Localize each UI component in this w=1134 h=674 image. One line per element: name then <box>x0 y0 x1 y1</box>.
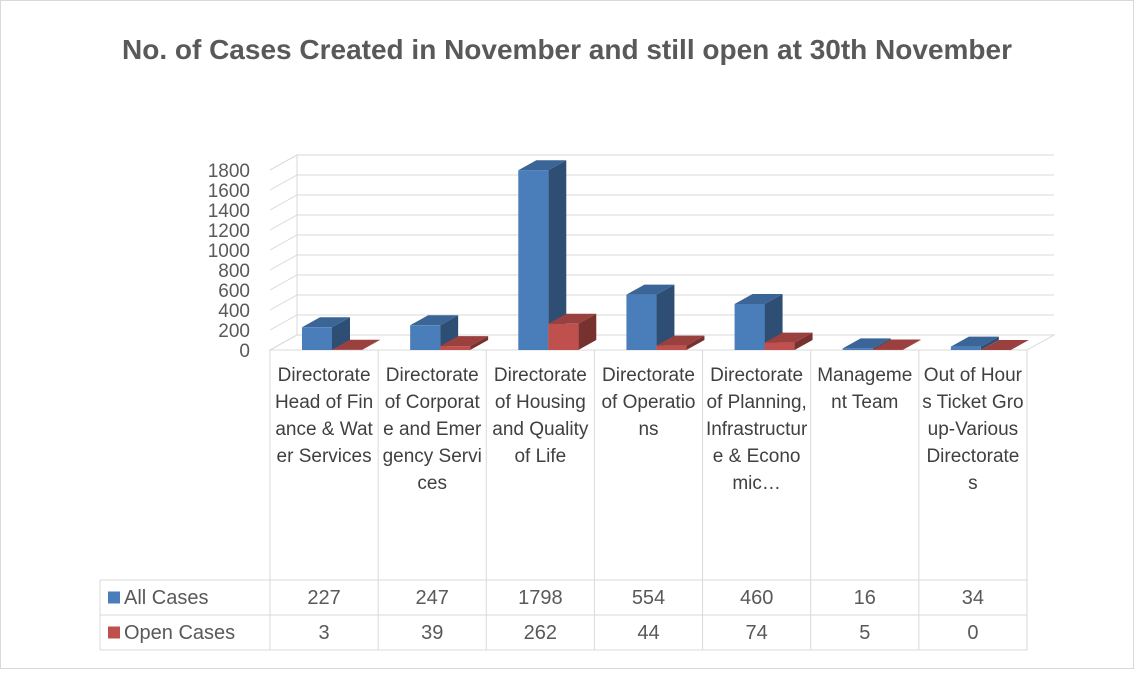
x-tick-label: Directorate of Planning, Infrastructure … <box>706 362 808 497</box>
table-value: 460 <box>740 587 773 609</box>
bar-front <box>518 170 548 350</box>
bar-front <box>656 346 686 350</box>
y-tick-label: 1200 <box>208 221 250 242</box>
y-tick-label: 800 <box>218 261 250 282</box>
table-value: 554 <box>632 587 665 609</box>
bar-front <box>765 343 795 350</box>
legend-label: Open Cases <box>124 622 235 644</box>
chart-title: No. of Cases Created in November and sti… <box>100 25 1034 75</box>
bar-front <box>626 295 656 350</box>
table-value: 39 <box>421 622 443 644</box>
bar-front <box>951 347 981 350</box>
table-value: 227 <box>307 587 340 609</box>
title-box: No. of Cases Created in November and sti… <box>100 25 1034 125</box>
category-cell: Management Team <box>814 362 916 587</box>
x-tick-label: Management Team <box>814 362 916 416</box>
table-value: 3 <box>319 622 330 644</box>
y-tick-label: 1800 <box>208 161 250 182</box>
legend-label: All Cases <box>124 587 208 609</box>
y-tick-label: 200 <box>218 321 250 342</box>
category-cell: Directorate of Corporate and Emergency S… <box>381 362 483 587</box>
x-tick-label: Directorate of Corporate and Emergency S… <box>381 362 483 497</box>
table-value: 0 <box>967 622 978 644</box>
legend-swatch <box>108 627 120 639</box>
category-cell: Directorate of Housing and Quality of Li… <box>489 362 591 587</box>
y-tick-label: 400 <box>218 301 250 322</box>
category-cell: Directorate of Operations <box>597 362 699 587</box>
y-tick-label: 1400 <box>208 201 250 222</box>
category-cell: Out of Hours Ticket Group-Various Direct… <box>922 362 1024 587</box>
category-cell: Directorate Head of Finance & Water Serv… <box>273 362 375 587</box>
legend-swatch <box>108 592 120 604</box>
y-tick-label: 1000 <box>208 241 250 262</box>
bar-front <box>548 324 578 350</box>
y-tick-label: 600 <box>218 281 250 302</box>
bar-front <box>873 350 903 351</box>
x-tick-label: Directorate Head of Finance & Water Serv… <box>273 362 375 470</box>
bar-front <box>302 327 332 350</box>
x-tick-label: Out of Hours Ticket Group-Various Direct… <box>922 362 1024 497</box>
table-value: 44 <box>637 622 659 644</box>
table-value: 262 <box>524 622 557 644</box>
x-tick-label: Directorate of Operations <box>597 362 699 443</box>
y-tick-label: 0 <box>239 341 250 362</box>
bar-front <box>440 346 470 350</box>
bar-front <box>843 348 873 350</box>
bar-front <box>735 304 765 350</box>
category-cell: Directorate of Planning, Infrastructure … <box>706 362 808 587</box>
table-value: 34 <box>962 587 984 609</box>
y-tick-label: 1600 <box>208 181 250 202</box>
table-value: 1798 <box>518 587 563 609</box>
table-value: 247 <box>416 587 449 609</box>
table-value: 5 <box>859 622 870 644</box>
bar-front <box>410 325 440 350</box>
x-tick-label: Directorate of Housing and Quality of Li… <box>489 362 591 470</box>
table-value: 74 <box>746 622 768 644</box>
table-value: 16 <box>854 587 876 609</box>
